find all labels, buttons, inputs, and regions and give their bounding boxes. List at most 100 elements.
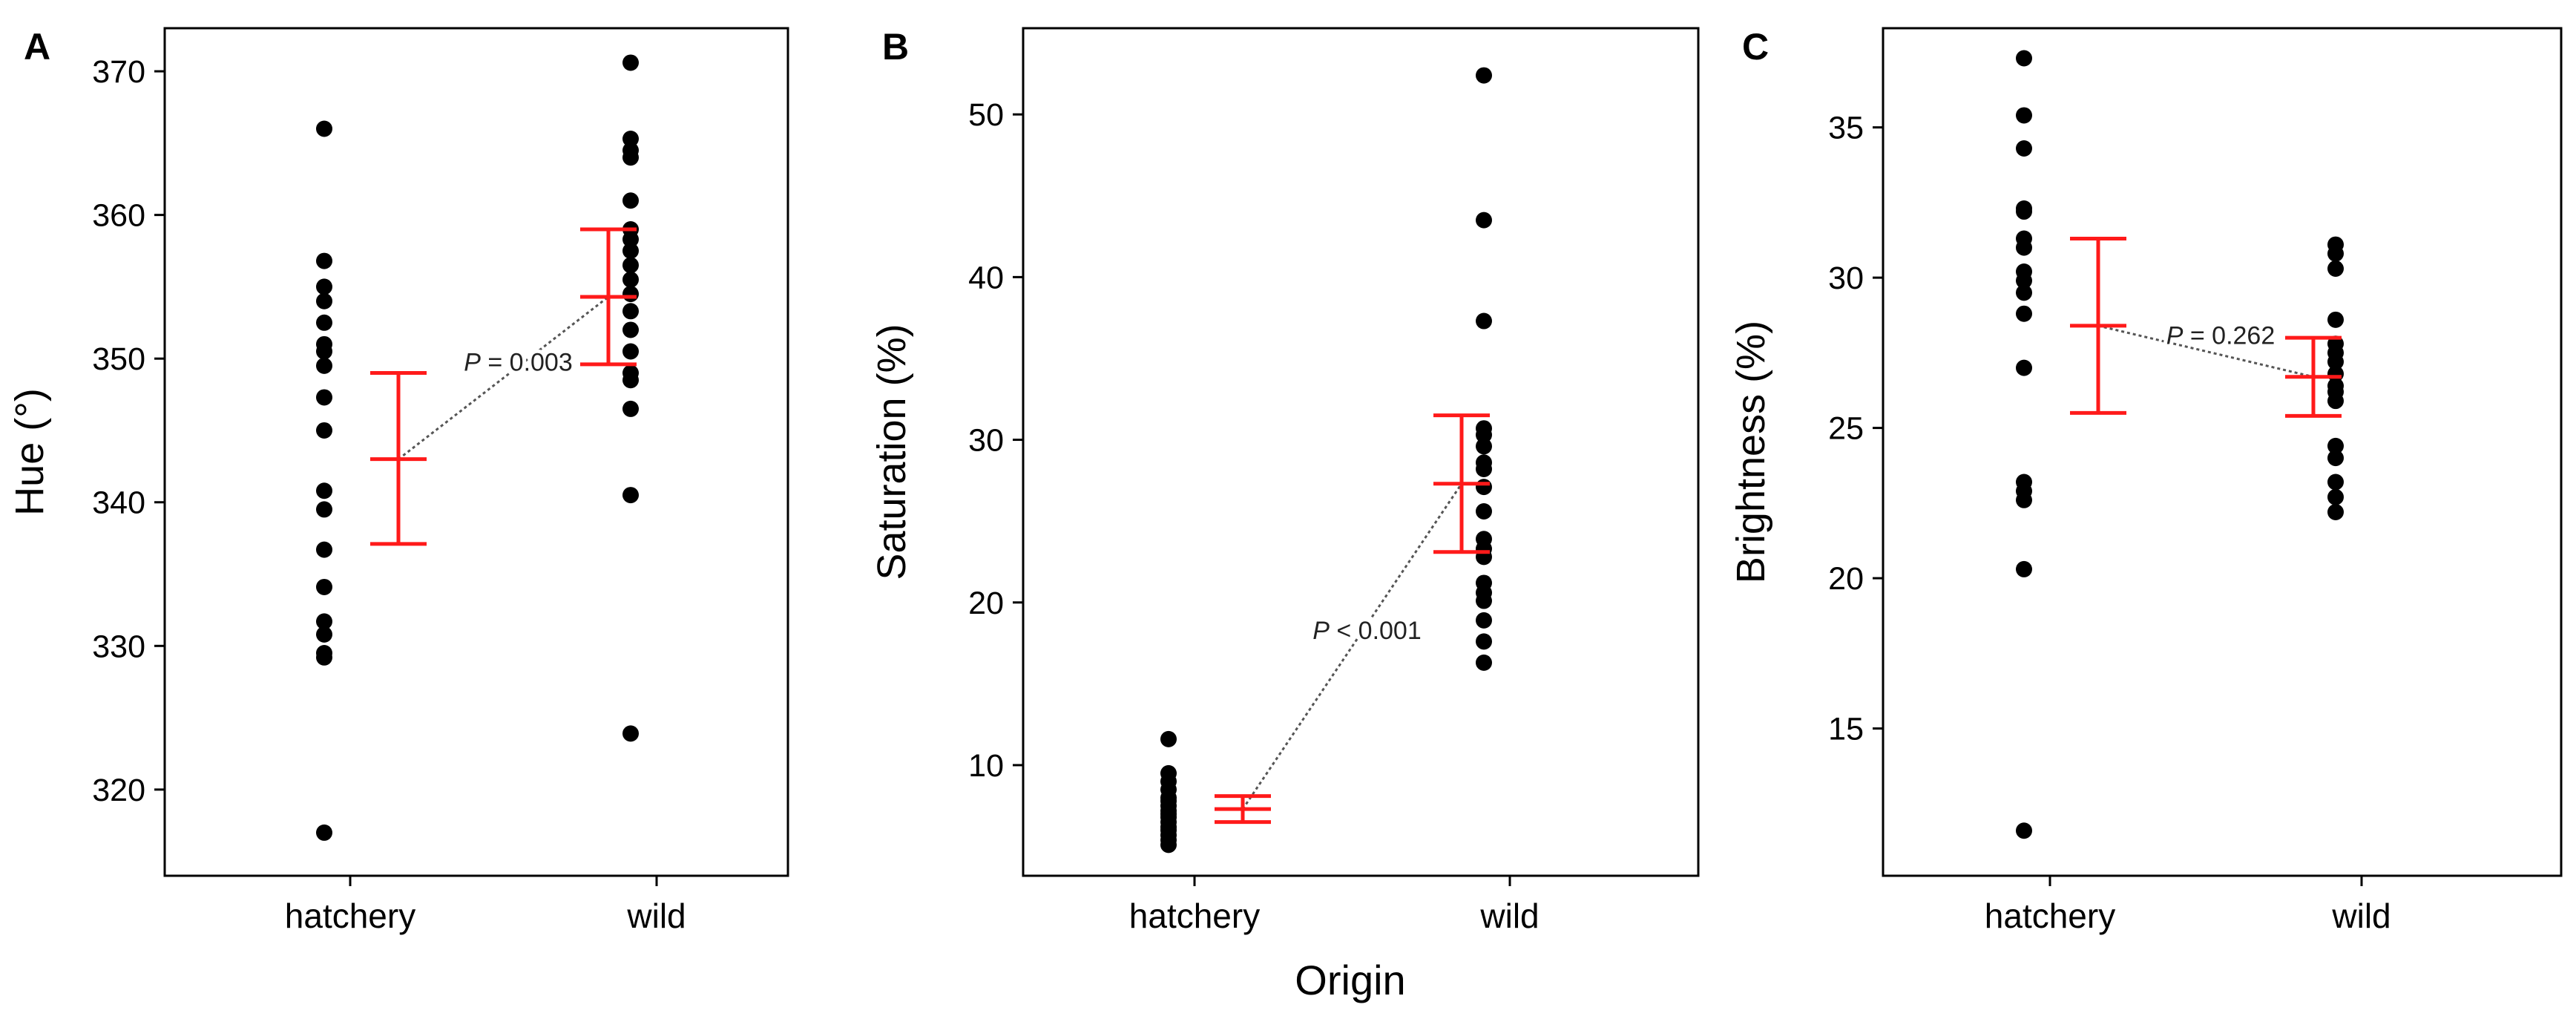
data-point bbox=[1160, 730, 1177, 747]
data-point bbox=[622, 243, 639, 260]
data-point bbox=[622, 54, 639, 71]
data-point bbox=[2016, 272, 2032, 289]
data-point bbox=[316, 541, 332, 558]
data-point bbox=[316, 120, 332, 137]
data-point bbox=[316, 578, 332, 595]
y-tick-label: 20 bbox=[1828, 561, 1864, 597]
panel-b: B 10 20 30 40 50 Saturation (%) hatchery wild P <… bbox=[870, 26, 1700, 935]
y-tick-label: 330 bbox=[92, 629, 145, 664]
y-tick-label: 360 bbox=[92, 198, 145, 234]
x-tick-label: wild bbox=[1479, 897, 1539, 935]
data-point bbox=[1476, 438, 1492, 455]
data-point bbox=[2327, 437, 2344, 454]
data-point bbox=[622, 303, 639, 320]
panel-a: A 320 330 340 350 360 370 Hue (°) hatchery wild P … bbox=[7, 26, 789, 935]
mean-connector-line bbox=[1241, 482, 1463, 810]
data-point bbox=[2016, 239, 2032, 256]
y-tick-label: 25 bbox=[1828, 411, 1864, 447]
data-point bbox=[2327, 353, 2344, 370]
y-tick-label: 10 bbox=[968, 748, 1004, 784]
data-point bbox=[316, 343, 332, 360]
p-symbol: P bbox=[464, 348, 481, 376]
y-tick-label: 340 bbox=[92, 485, 145, 521]
data-point bbox=[2016, 107, 2032, 124]
data-point bbox=[1476, 633, 1492, 650]
data-point bbox=[316, 501, 332, 518]
data-point bbox=[2327, 245, 2344, 262]
data-point bbox=[2016, 284, 2032, 301]
y-axis-title: Brightness (%) bbox=[1729, 321, 1773, 583]
x-tick-label: hatchery bbox=[1129, 897, 1260, 935]
data-point bbox=[316, 357, 332, 374]
data-point bbox=[1476, 212, 1492, 229]
data-point bbox=[2327, 488, 2344, 505]
y-tick-label: 40 bbox=[968, 260, 1004, 295]
data-point bbox=[622, 400, 639, 417]
data-point bbox=[316, 314, 332, 331]
y-tick-label: 370 bbox=[92, 54, 145, 90]
p-value-annotation: P < 0.001 bbox=[1312, 617, 1422, 645]
mean-connector-line bbox=[2097, 324, 2314, 379]
data-point bbox=[2016, 305, 2032, 322]
x-tick-label: wild bbox=[2331, 897, 2391, 935]
y-tick-label: 30 bbox=[1828, 261, 1864, 296]
y-tick-label: 30 bbox=[968, 423, 1004, 459]
panel-label: B bbox=[882, 26, 909, 68]
data-point bbox=[1476, 654, 1492, 671]
data-point bbox=[1476, 461, 1492, 478]
data-point bbox=[2327, 260, 2344, 277]
data-point bbox=[622, 131, 639, 148]
data-point bbox=[2016, 359, 2032, 376]
mean-connector-line bbox=[398, 295, 609, 460]
data-point bbox=[1476, 503, 1492, 520]
y-tick-label: 15 bbox=[1828, 712, 1864, 747]
y-tick-label: 20 bbox=[968, 586, 1004, 621]
data-point bbox=[2327, 503, 2344, 520]
data-point bbox=[316, 389, 332, 406]
data-point bbox=[2327, 311, 2344, 328]
data-point bbox=[316, 613, 332, 630]
data-point bbox=[622, 192, 639, 209]
data-point bbox=[2016, 491, 2032, 508]
y-tick-label: 35 bbox=[1828, 111, 1864, 146]
data-point bbox=[622, 725, 639, 742]
data-point bbox=[1160, 836, 1177, 853]
panel-c: C 15 20 25 30 35 Brightness (%) hatchery wild P =… bbox=[1729, 26, 2563, 935]
data-point bbox=[1476, 612, 1492, 629]
data-point bbox=[316, 824, 332, 841]
data-point bbox=[2327, 450, 2344, 467]
p-value-annotation: P = 0.262 bbox=[2166, 321, 2276, 350]
data-point bbox=[1476, 312, 1492, 330]
data-point bbox=[622, 343, 639, 360]
data-point bbox=[1476, 479, 1492, 496]
data-point bbox=[316, 649, 332, 666]
data-point bbox=[1476, 426, 1492, 443]
origin-axis-label: Origin bbox=[1295, 957, 1405, 1003]
data-point bbox=[1476, 67, 1492, 84]
y-tick-label: 350 bbox=[92, 341, 145, 377]
p-value-annotation: P = 0.003 bbox=[464, 348, 573, 376]
y-axis-title: Saturation (%) bbox=[870, 324, 914, 580]
y-tick-label: 50 bbox=[968, 97, 1004, 133]
data-point bbox=[2016, 203, 2032, 220]
data-point bbox=[2016, 822, 2032, 839]
y-axis-title: Hue (°) bbox=[7, 388, 52, 516]
data-point bbox=[622, 257, 639, 274]
data-point bbox=[316, 626, 332, 643]
panel-label: A bbox=[24, 26, 50, 68]
plot-frame bbox=[1022, 27, 1700, 877]
data-point bbox=[622, 231, 639, 248]
data-point bbox=[622, 372, 639, 389]
y-tick-label: 320 bbox=[92, 773, 145, 808]
x-tick-label: hatchery bbox=[1985, 897, 2115, 935]
data-point bbox=[1476, 592, 1492, 609]
data-point bbox=[622, 286, 639, 303]
x-tick-label: hatchery bbox=[285, 897, 415, 935]
data-point bbox=[316, 252, 332, 269]
data-point bbox=[2016, 560, 2032, 577]
data-point bbox=[316, 292, 332, 309]
data-point bbox=[316, 482, 332, 499]
data-point bbox=[2327, 474, 2344, 491]
data-point bbox=[316, 422, 332, 439]
p-symbol: P bbox=[2166, 321, 2184, 350]
